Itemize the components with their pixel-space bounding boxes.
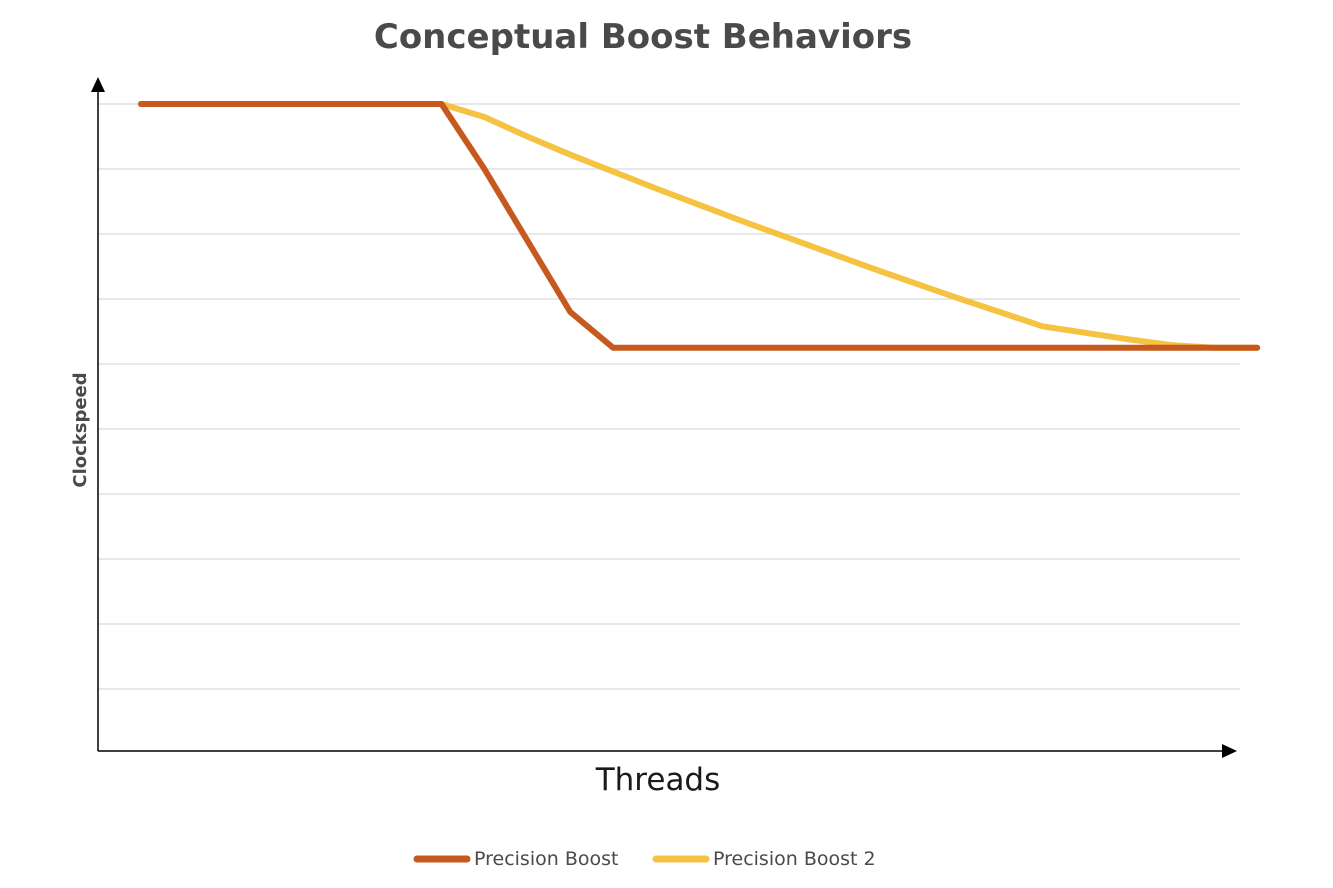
x-axis-label: Threads — [595, 762, 721, 798]
y-axis-arrow — [91, 77, 105, 92]
gridlines — [98, 103, 1240, 690]
x-axis-arrow — [1222, 744, 1237, 758]
chart-title: Conceptual Boost Behaviors — [374, 17, 912, 57]
legend: Precision Boost Precision Boost 2 — [413, 848, 876, 870]
y-axis-label: Clockspeed — [70, 372, 91, 487]
series-layer — [137, 101, 1261, 351]
series-line-precision-boost — [137, 101, 1261, 351]
series-line-precision-boost-2 — [137, 101, 1261, 351]
axes — [91, 77, 1237, 758]
legend-label-precision-boost-2: Precision Boost 2 — [713, 848, 876, 870]
legend-label-precision-boost: Precision Boost — [474, 848, 618, 870]
